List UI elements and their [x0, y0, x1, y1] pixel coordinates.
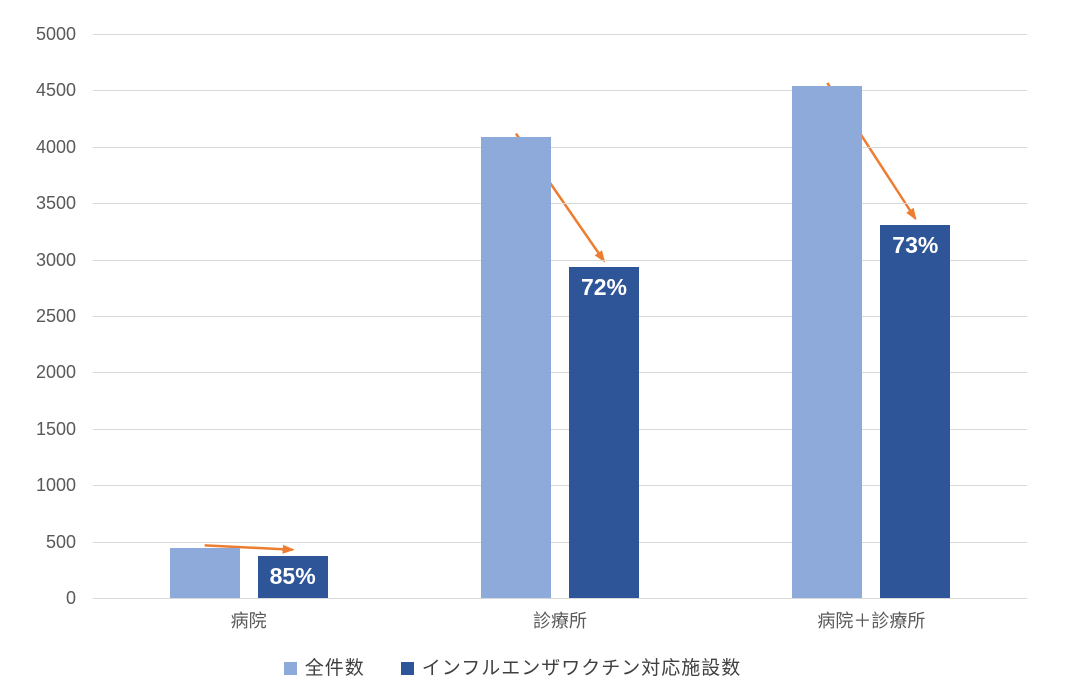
legend-item-vaccine: インフルエンザワクチン対応施設数	[400, 658, 742, 679]
gridline-y-1000	[93, 485, 1027, 487]
gridline-y-500	[93, 541, 1027, 543]
gridline-y-4000	[93, 146, 1027, 148]
gridline-y-0	[93, 598, 1027, 599]
ytick-label-3500: 3500	[35, 193, 76, 214]
bar-series-1-category-0	[257, 555, 328, 598]
bar-series-1-category-2	[880, 224, 951, 598]
bar-percent-label-1: 72%	[580, 273, 628, 300]
ytick-label-4000: 4000	[35, 136, 76, 157]
legend-swatch-total	[283, 662, 297, 675]
xtick-label-2: 病院＋診療所	[817, 611, 926, 631]
ytick-label-2000: 2000	[35, 362, 76, 383]
ytick-label-1500: 1500	[35, 418, 76, 439]
legend-label-total: 全件数	[304, 658, 365, 679]
gridline-y-3000	[93, 259, 1027, 261]
legend-label-vaccine: インフルエンザワクチン対応施設数	[421, 658, 742, 679]
bar-series-0-category-0	[169, 548, 240, 598]
ytick-label-4500: 4500	[35, 80, 76, 101]
ytick-label-2500: 2500	[35, 306, 76, 326]
legend-item-total: 全件数	[283, 658, 365, 679]
ytick-label-3000: 3000	[35, 249, 76, 270]
bar-series-0-category-1	[481, 136, 551, 598]
chart-legend: 全件数 インフルエンザワクチン対応施設数	[0, 659, 1025, 678]
ytick-label-0: 0	[65, 588, 76, 608]
ytick-label-500: 500	[45, 531, 76, 552]
bar-percent-label-2: 73%	[892, 231, 939, 258]
bar-series-0-category-2	[792, 85, 863, 598]
gridline-y-2500	[93, 316, 1027, 317]
gridline-y-5000	[93, 34, 1027, 35]
gridline-y-1500	[93, 428, 1027, 430]
gridline-y-2000	[93, 372, 1027, 374]
ytick-label-1000: 1000	[35, 475, 76, 496]
ytick-label-5000: 5000	[35, 24, 76, 44]
gridline-y-4500	[93, 90, 1027, 92]
bar-series-1-category-1	[569, 266, 639, 598]
xtick-label-1: 診療所	[533, 611, 587, 631]
legend-swatch-vaccine	[400, 662, 414, 675]
bar-percent-label-0: 85%	[269, 562, 316, 589]
gridline-y-3500	[93, 203, 1027, 205]
xtick-label-0: 病院	[230, 611, 267, 631]
